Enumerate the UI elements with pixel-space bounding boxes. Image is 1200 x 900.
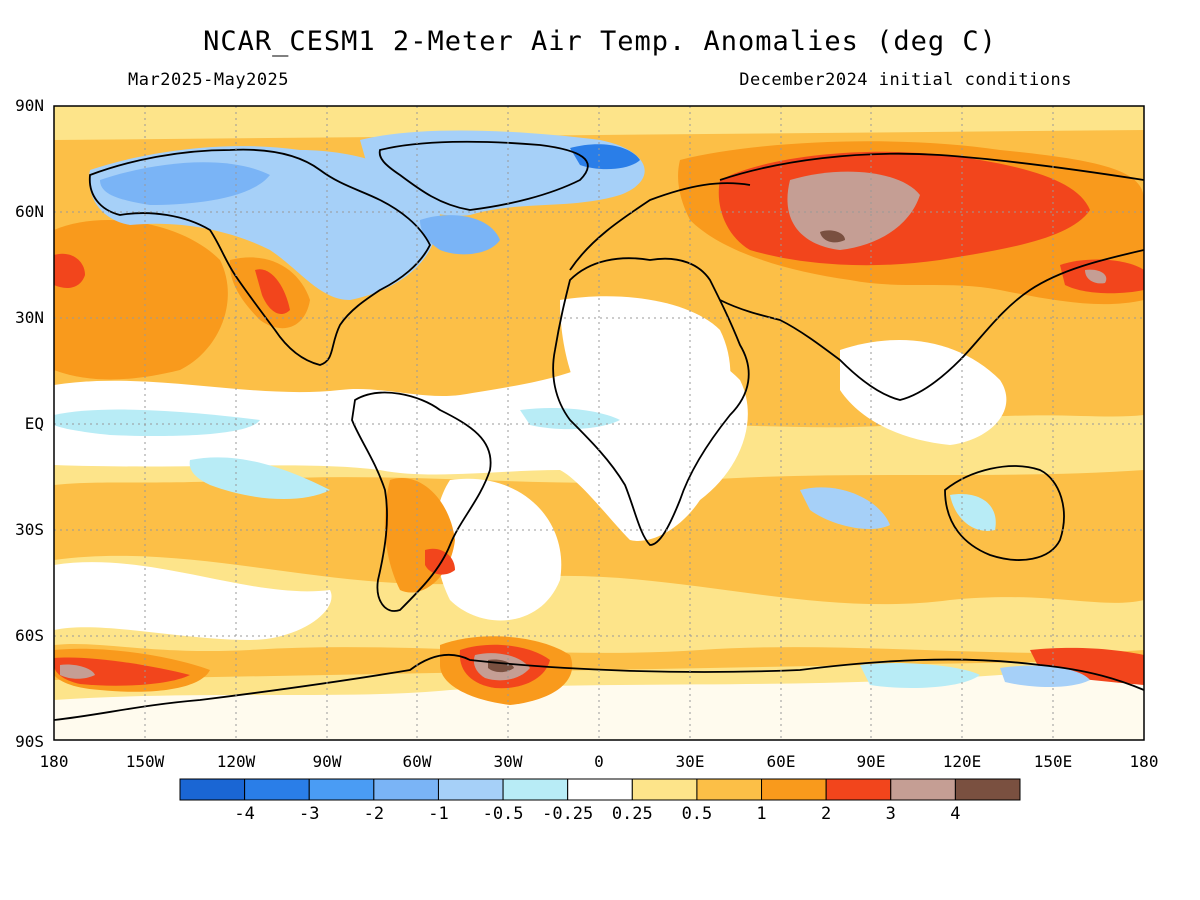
colorbar-label: 1 [756,804,767,824]
grid-lines [54,106,1144,740]
lon-label-30w: 30W [493,752,523,771]
north-pacific-warm [54,220,228,380]
japan-sea-hot [1085,269,1107,284]
labrador-cool [420,215,500,255]
ross-sea-hotter [60,664,95,679]
lon-label-30e: 30E [675,752,705,771]
colorbar-swatch [373,778,439,801]
south-asia-neutral [840,340,1007,445]
initial-conditions: December2024 initial conditions [739,70,1072,90]
forecast-period: Mar2025-May2025 [128,70,290,90]
colorbar-label: -1 [428,804,449,824]
lon-label-180e: 180 [1129,752,1159,771]
equatorial-pacific-cool [54,409,260,437]
lon-label-90e: 90E [856,752,886,771]
tropical-neutral-west [54,342,748,541]
australia-cool [950,494,996,531]
greenland-outline [378,140,589,211]
canada-cooler [100,162,270,205]
africa-outline [552,257,750,546]
south-america-outline [351,391,492,612]
colorbar-label: 0.5 [681,804,713,824]
colorbar-swatch [179,778,246,801]
lat-label-30s: 30S [15,520,44,539]
north-pacific-hotspot [54,253,85,288]
us-southwest-hot [255,269,290,315]
argentina-hot [425,548,455,575]
colorbar-swatch [502,778,569,801]
australia-outline [944,465,1065,561]
siberia-hot-core [787,171,920,250]
lat-label-90n: 90N [15,96,44,115]
north-america-outline [88,148,432,366]
europe-outline [569,182,751,271]
siberia-max [820,230,845,243]
lon-label-60e: 60E [766,752,796,771]
colorbar-label: 0.25 [611,804,653,824]
colorbar-label: -4 [234,804,255,824]
lon-label-90w: 90W [312,752,342,771]
lat-label-30n: 30N [15,308,44,327]
antarctic-cool-1 [860,663,980,688]
lon-label-0: 0 [594,752,604,771]
colorbar-label: 3 [885,804,896,824]
antarctica-outline [54,653,1144,721]
lon-label-120w: 120W [216,752,256,771]
colorbar-swatch [890,778,956,801]
lon-label-150e: 150E [1033,752,1073,771]
colorbar-swatch [244,778,310,801]
colorbar-swatch [567,778,633,801]
colorbar-swatch [308,778,375,801]
map-title: NCAR_CESM1 2-Meter Air Temp. Anomalies (… [203,26,997,57]
colorbar-swatch [761,778,827,801]
lon-label-120e: 120E [942,752,982,771]
colorbar-label: -0.5 [482,804,524,824]
lat-label-60s: 60S [15,626,44,645]
colorbar-label: -2 [363,804,385,824]
asia-outline [719,152,1144,401]
colorbar-label: 4 [950,804,961,824]
colorbar-swatch [696,778,763,801]
lat-label-90s: 90S [15,732,44,751]
colorbar [179,778,1021,801]
colorbar-label: 2 [821,804,832,824]
ross-sea-hot [54,657,190,686]
colorbar-swatch [631,778,698,801]
lon-label-60w: 60W [402,752,432,771]
coastlines [54,140,1144,721]
colorbar-swatch [437,778,504,801]
lat-label-60n: 60N [15,202,44,221]
map-frame [53,105,1145,741]
southern-indian-hot [1030,647,1144,685]
south-pacific-neutral [54,562,332,640]
colorbar-swatch [954,778,1021,801]
antarctic-cool-2 [1000,665,1090,687]
colorbar-swatch [825,778,892,801]
lon-label-150w: 150W [125,752,165,771]
east-pacific-cool [189,457,330,500]
lat-label-eq: EQ [24,414,44,433]
indian-ocean-cool [800,487,890,530]
colorbar-label: -0.25 [542,804,594,824]
colorbar-label: -3 [298,804,320,824]
lon-label-180w: 180 [39,752,69,771]
